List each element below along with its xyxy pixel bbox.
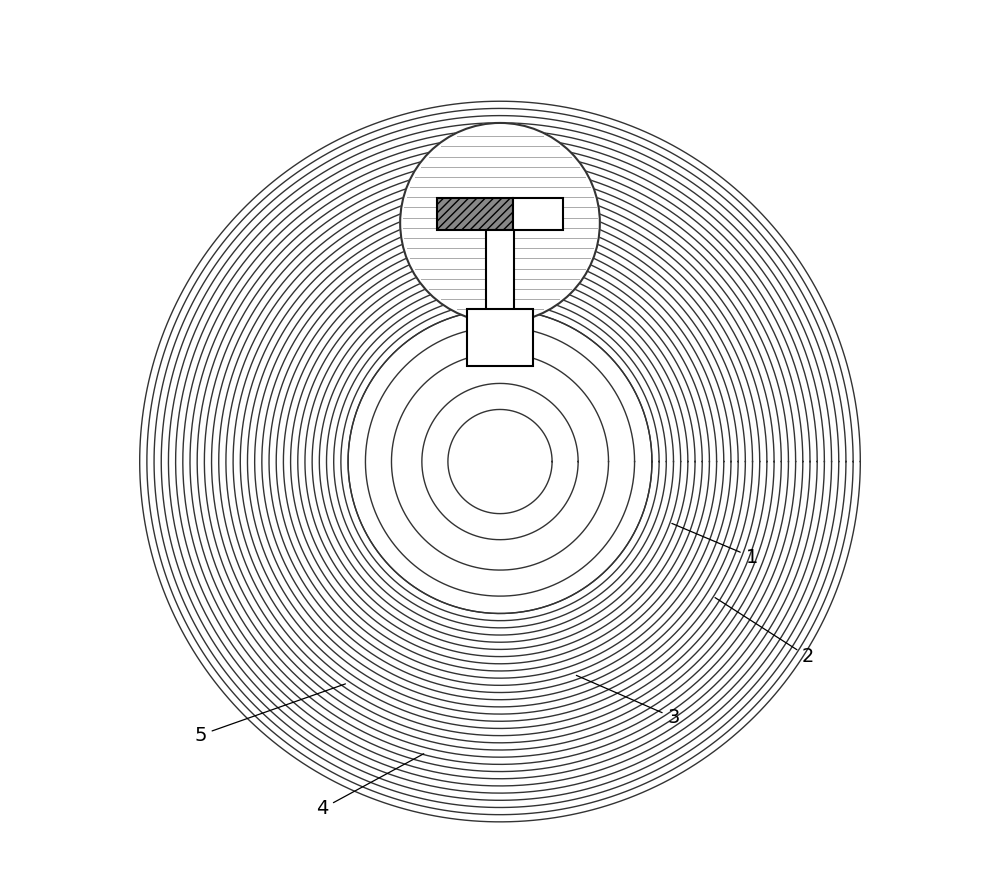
- Circle shape: [352, 314, 648, 609]
- Text: 3: 3: [576, 675, 680, 727]
- Circle shape: [400, 123, 600, 322]
- Bar: [486, 230, 514, 309]
- Text: 1: 1: [672, 523, 758, 566]
- Bar: [513, 199, 563, 230]
- Bar: [467, 308, 533, 366]
- Bar: [437, 199, 513, 230]
- Text: 2: 2: [715, 598, 814, 666]
- Text: 5: 5: [194, 684, 345, 745]
- Text: 4: 4: [316, 753, 424, 819]
- Bar: [486, 230, 514, 309]
